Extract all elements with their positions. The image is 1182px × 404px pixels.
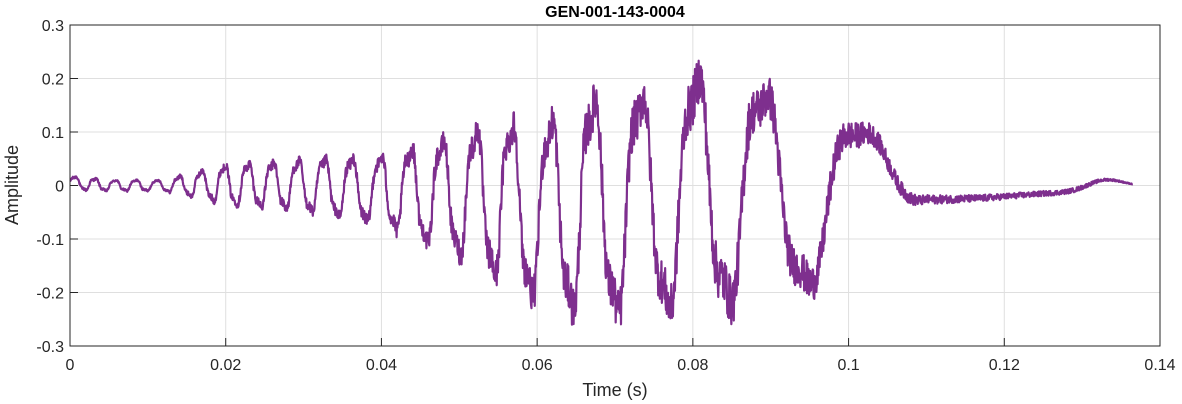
y-axis-label: Amplitude <box>2 145 22 225</box>
y-tick-label: 0.2 <box>42 72 64 89</box>
series-waveform <box>69 59 1134 326</box>
x-tick-label: 0 <box>66 357 75 374</box>
x-tick-label: 0.08 <box>677 357 708 374</box>
y-tick-label: 0.1 <box>42 125 64 142</box>
ticks: 0 0.02 0.04 0.06 0.08 0.1 0.12 0.140.30.20.10-0… <box>36 18 1175 374</box>
y-tick-label: -0.1 <box>36 232 64 249</box>
x-tick-label: 0.02 <box>210 357 241 374</box>
y-tick-label: 0.3 <box>42 18 64 35</box>
y-tick-label: 0 <box>55 179 64 196</box>
x-tick-label: 0.06 <box>522 357 553 374</box>
x-tick-label: 0.04 <box>366 357 397 374</box>
series-line <box>69 59 1134 326</box>
x-axis-label: Time (s) <box>582 380 647 400</box>
x-tick-label: 0.12 <box>989 357 1020 374</box>
y-tick-label: -0.2 <box>36 286 64 303</box>
x-tick-label: 0.14 <box>1144 357 1175 374</box>
x-tick-label: 0.1 <box>837 357 859 374</box>
y-tick-label: -0.3 <box>36 339 64 356</box>
chart-title: GEN-001-143-0004 <box>545 4 685 21</box>
